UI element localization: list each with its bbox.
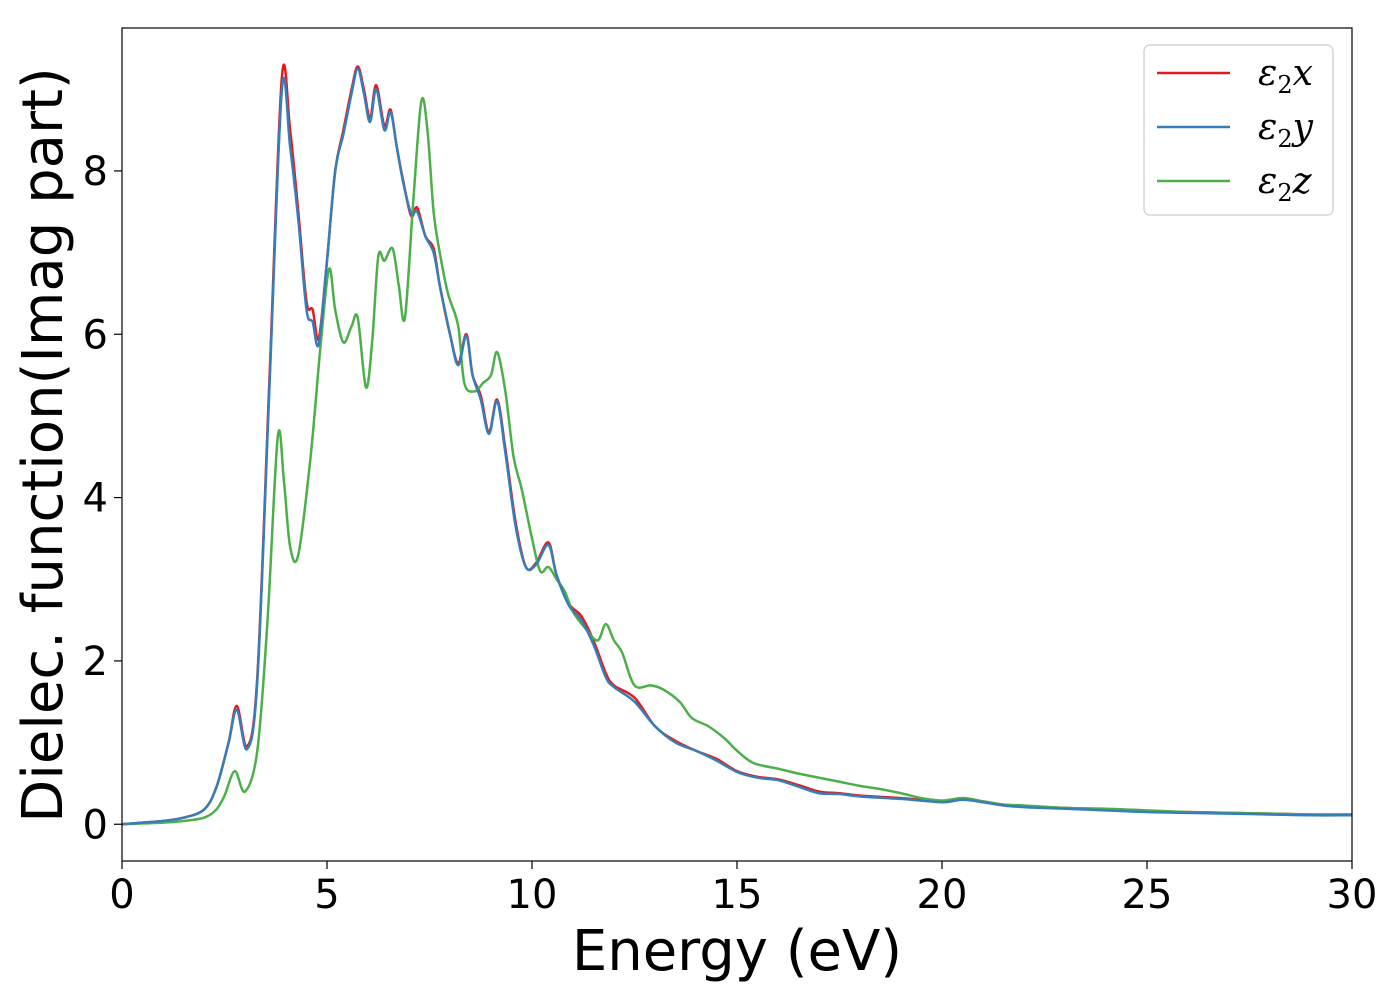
x-tick-label: 0 bbox=[109, 872, 134, 918]
legend-label-y: ε2y bbox=[1258, 107, 1314, 153]
x-tick-label: 10 bbox=[507, 872, 558, 918]
legend-label-z: ε2z bbox=[1258, 161, 1313, 207]
y-tick-label: 4 bbox=[83, 476, 108, 522]
x-axis-title: Energy (eV) bbox=[572, 919, 902, 984]
legend: ε2x ε2y ε2z bbox=[1143, 44, 1334, 216]
x-tick-label: 5 bbox=[314, 872, 339, 918]
y-tick-label: 0 bbox=[83, 802, 108, 848]
series-line-z bbox=[122, 96, 1352, 826]
series-layer bbox=[122, 63, 1352, 826]
x-tick-label: 25 bbox=[1122, 872, 1173, 918]
ticks-layer: 0 5 10 15 20 25 30 0 2 4 6 8 bbox=[83, 149, 1378, 918]
y-axis-title: Dielec. function(Imag part) bbox=[11, 67, 76, 823]
series-line-y bbox=[122, 67, 1352, 826]
legend-label-x: ε2x bbox=[1258, 53, 1313, 99]
x-tick-label: 30 bbox=[1327, 872, 1378, 918]
legend-box bbox=[1143, 44, 1334, 216]
x-tick-label: 20 bbox=[917, 872, 968, 918]
y-tick-label: 2 bbox=[83, 639, 108, 685]
legend-entries: ε2x ε2y ε2z bbox=[1157, 53, 1314, 207]
x-tick-label: 15 bbox=[712, 872, 763, 918]
y-tick-label: 6 bbox=[83, 312, 108, 358]
y-tick-label: 8 bbox=[83, 149, 108, 195]
